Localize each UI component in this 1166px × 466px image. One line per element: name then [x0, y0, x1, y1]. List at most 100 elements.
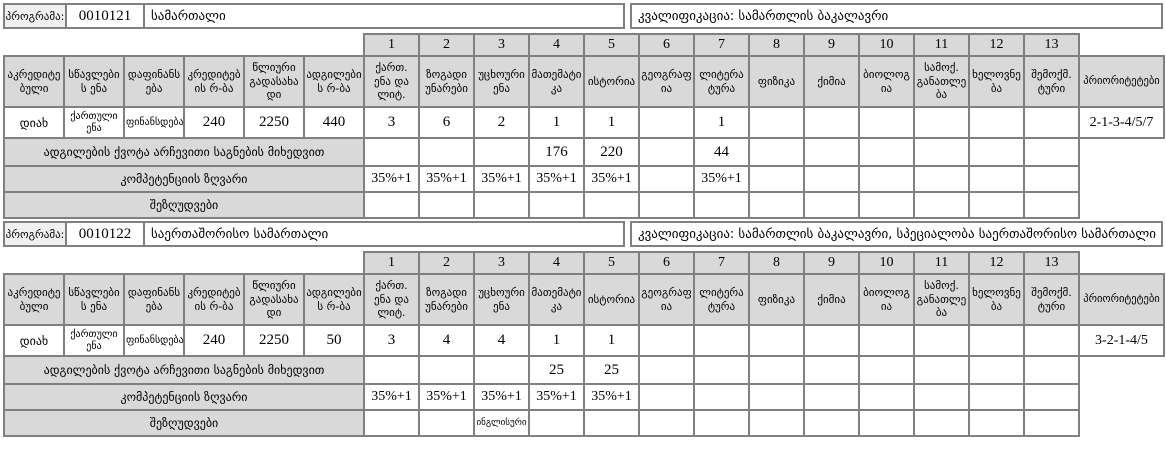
restriction-value-cell: [528, 191, 585, 219]
subject-value-cell: 1: [693, 106, 750, 139]
subject-number-cell: 1: [363, 251, 420, 275]
info-value-cell: 440: [303, 106, 365, 139]
restriction-value-cell: [1023, 409, 1080, 437]
threshold-value-cell: 35%+1: [363, 165, 420, 193]
info-value-cell: დიახ: [3, 106, 65, 139]
column-header-cell: კრედიტების რ-ბა: [183, 55, 245, 108]
restriction-value-cell: [583, 191, 640, 219]
priorities-header-cell: პრიორიტეტები: [1078, 55, 1165, 108]
column-header-cell: აკრედიტებული: [3, 55, 65, 108]
quota-value-cell: [473, 355, 530, 385]
restriction-value-cell: [968, 191, 1025, 219]
restriction-value-cell: [363, 409, 420, 437]
threshold-value-cell: [1023, 165, 1080, 193]
subject-number-cell: 6: [638, 251, 695, 275]
column-header-cell: უცხოური ენა: [473, 55, 530, 108]
threshold-value-cell: [913, 165, 970, 193]
subject-number-cell: 5: [583, 251, 640, 275]
admissions-sheet: პროგრამა: 0010121 სამართალი კვალიფიკაცია…: [3, 3, 1166, 437]
restriction-value-cell: [913, 191, 970, 219]
column-header-cell: სწავლების ენა: [63, 273, 125, 326]
quota-value-cell: 44: [693, 137, 750, 167]
subject-value-cell: 6: [418, 106, 475, 139]
threshold-value-cell: [638, 383, 695, 411]
subject-value-cell: [913, 324, 970, 357]
info-value-cell: ფინანსდება: [123, 324, 185, 357]
column-header-cell: მათემატიკა: [528, 55, 585, 108]
column-header-cell: ხელოვნება: [968, 55, 1025, 108]
threshold-label-cell: კომპეტენციის ზღვარი: [3, 165, 365, 193]
subject-value-cell: [638, 324, 695, 357]
subject-value-cell: [748, 106, 805, 139]
subject-number-cell: 1: [363, 33, 420, 57]
subject-value-cell: 4: [418, 324, 475, 357]
program-id-box: პროგრამა: 0010121 სამართალი: [3, 3, 625, 29]
subject-number-cell: 2: [418, 33, 475, 57]
restriction-value-cell: [418, 409, 475, 437]
restrictions-label-cell: შეზღუდვები: [3, 191, 365, 219]
restriction-value-cell: [858, 409, 915, 437]
restriction-value-cell: [528, 409, 585, 437]
subject-value-cell: 1: [583, 324, 640, 357]
column-header-cell: ქართ. ენა და ლიტ.: [363, 55, 420, 108]
info-value-cell: ფინანსდება: [123, 106, 185, 139]
column-header-cell: გეოგრაფია: [638, 55, 695, 108]
threshold-value-cell: [638, 165, 695, 193]
priorities-value-cell: 3-2-1-4/5: [1078, 324, 1165, 357]
threshold-value-cell: [968, 165, 1025, 193]
column-header-cell: მათემატიკა: [528, 273, 585, 326]
subject-number-cell: 3: [473, 251, 530, 275]
program-table: 1 2 3 4 5 6 7 8 9 10 11 12 13 აკრედიტებული სწავლების ე…: [3, 251, 1165, 437]
subject-number-cell: 6: [638, 33, 695, 57]
restriction-value-cell: ინგლისური: [473, 409, 530, 437]
column-header-cell: ლიტერატურა: [693, 273, 750, 326]
quota-value-cell: [638, 137, 695, 167]
subject-number-cell: 8: [748, 251, 805, 275]
subject-value-cell: 2: [473, 106, 530, 139]
subject-number-cell: 4: [528, 251, 585, 275]
column-header-cell: ხელოვნება: [968, 273, 1025, 326]
column-header-cell: ბიოლოგია: [858, 273, 915, 326]
subject-number-cell: 4: [528, 33, 585, 57]
qualification-box: კვალიფიკაცია: სამართლის ბაკალავრი, სპეცი…: [630, 221, 1163, 247]
threshold-value-cell: 35%+1: [363, 383, 420, 411]
program-section-1: პროგრამა: 0010121 სამართალი კვალიფიკაცია…: [3, 3, 1166, 219]
column-header-cell: ქიმია: [803, 273, 860, 326]
info-value-cell: დიახ: [3, 324, 65, 357]
subject-value-cell: 1: [528, 324, 585, 357]
threshold-value-cell: [693, 383, 750, 411]
subject-value-cell: [748, 324, 805, 357]
column-header-cell: წლიური გადასახადი: [243, 55, 305, 108]
program-code: 0010121: [67, 5, 145, 27]
subject-value-cell: [968, 106, 1025, 139]
restriction-value-cell: [803, 409, 860, 437]
spacer-cell: [1079, 384, 1164, 410]
quota-value-cell: 25: [583, 355, 640, 385]
subject-number-cell: 2: [418, 251, 475, 275]
threshold-value-cell: [803, 383, 860, 411]
column-header-cell: დაფინანსება: [123, 273, 185, 326]
info-value-cell: ქართული ენა: [63, 324, 125, 357]
threshold-value-cell: [968, 383, 1025, 411]
program-code: 0010122: [67, 223, 145, 245]
subject-value-cell: [858, 324, 915, 357]
column-header-cell: სამოქ. განათლება: [913, 273, 970, 326]
quota-value-cell: [858, 355, 915, 385]
threshold-value-cell: 35%+1: [418, 165, 475, 193]
quota-value-cell: [418, 355, 475, 385]
restriction-value-cell: [693, 191, 750, 219]
column-header-cell: კრედიტების რ-ბა: [183, 273, 245, 326]
subject-number-cell: 10: [858, 251, 915, 275]
quota-value-cell: [418, 137, 475, 167]
quota-value-cell: [803, 137, 860, 167]
restriction-value-cell: [418, 191, 475, 219]
threshold-value-cell: 35%+1: [583, 383, 640, 411]
quota-value-cell: 176: [528, 137, 585, 167]
program-header-bar: პროგრამა: 0010121 სამართალი კვალიფიკაცია…: [3, 3, 1163, 29]
restriction-value-cell: [858, 191, 915, 219]
quota-value-cell: [968, 137, 1025, 167]
subject-value-cell: [638, 106, 695, 139]
column-header-cell: ისტორია: [583, 55, 640, 108]
column-header-cell: ლიტერატურა: [693, 55, 750, 108]
subject-value-cell: 3: [363, 324, 420, 357]
